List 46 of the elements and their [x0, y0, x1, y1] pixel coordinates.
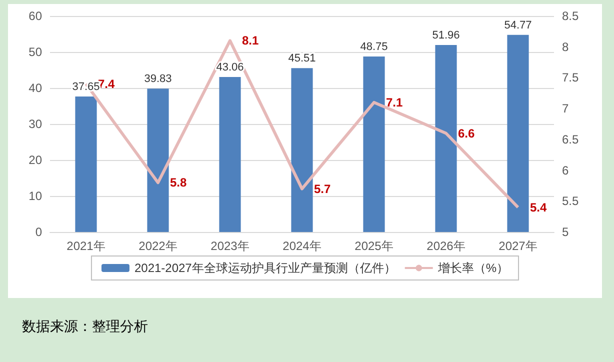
- y2-tick-label: 6: [562, 163, 569, 178]
- y-tick-label: 10: [28, 189, 42, 203]
- y2-tick-label: 6.5: [562, 132, 580, 146]
- data-label: 8.1: [242, 34, 260, 48]
- x-tick-label: 2025年: [354, 239, 394, 253]
- y2-tick-label: 7.5: [562, 70, 580, 85]
- data-label: 5.8: [170, 176, 188, 190]
- bar: [75, 96, 97, 232]
- y2-tick-label: 5: [562, 225, 569, 239]
- data-label: 48.75: [360, 41, 388, 53]
- y-tick-label: 50: [28, 45, 42, 59]
- source-note: 数据来源：整理分析: [22, 318, 148, 336]
- legend-label: 2021-2027年全球运动护具行业产量预测（亿件）: [134, 261, 396, 275]
- bar: [219, 76, 241, 232]
- x-tick-label: 2027年: [498, 239, 538, 253]
- x-tick-label: 2024年: [282, 239, 322, 253]
- x-tick-label: 2021年: [66, 239, 106, 253]
- x-tick-label: 2026年: [426, 239, 466, 253]
- y2-tick-label: 8: [562, 40, 569, 54]
- data-label: 51.96: [432, 29, 460, 42]
- data-label: 45.51: [288, 52, 316, 65]
- data-label: 43.06: [216, 61, 244, 74]
- y-tick-label: 40: [28, 81, 42, 95]
- data-label: 5.7: [314, 182, 332, 196]
- bar: [435, 44, 457, 232]
- bar: [147, 88, 169, 232]
- y2-tick-label: 7: [562, 102, 569, 116]
- legend-label: 增长率（%）: [436, 261, 509, 275]
- bar: [363, 56, 385, 232]
- data-label: 6.6: [458, 126, 476, 140]
- x-tick-label: 2022年: [138, 239, 178, 253]
- y-tick-label: 30: [28, 117, 42, 131]
- y2-tick-label: 5.5: [562, 194, 580, 208]
- data-label: 7.4: [98, 76, 116, 91]
- data-label: 5.4: [530, 200, 548, 214]
- x-tick-label: 2023年: [210, 239, 250, 253]
- data-label: 37.65: [72, 80, 100, 93]
- bar: [291, 68, 313, 232]
- data-label: 54.77: [504, 19, 532, 32]
- y2-tick-label: 8.5: [562, 9, 580, 23]
- y-tick-label: 0: [35, 225, 42, 239]
- data-label: 39.83: [144, 73, 172, 86]
- y-tick-label: 60: [28, 9, 42, 23]
- y-tick-label: 20: [28, 153, 42, 167]
- data-label: 7.1: [386, 95, 404, 110]
- bar: [507, 34, 529, 232]
